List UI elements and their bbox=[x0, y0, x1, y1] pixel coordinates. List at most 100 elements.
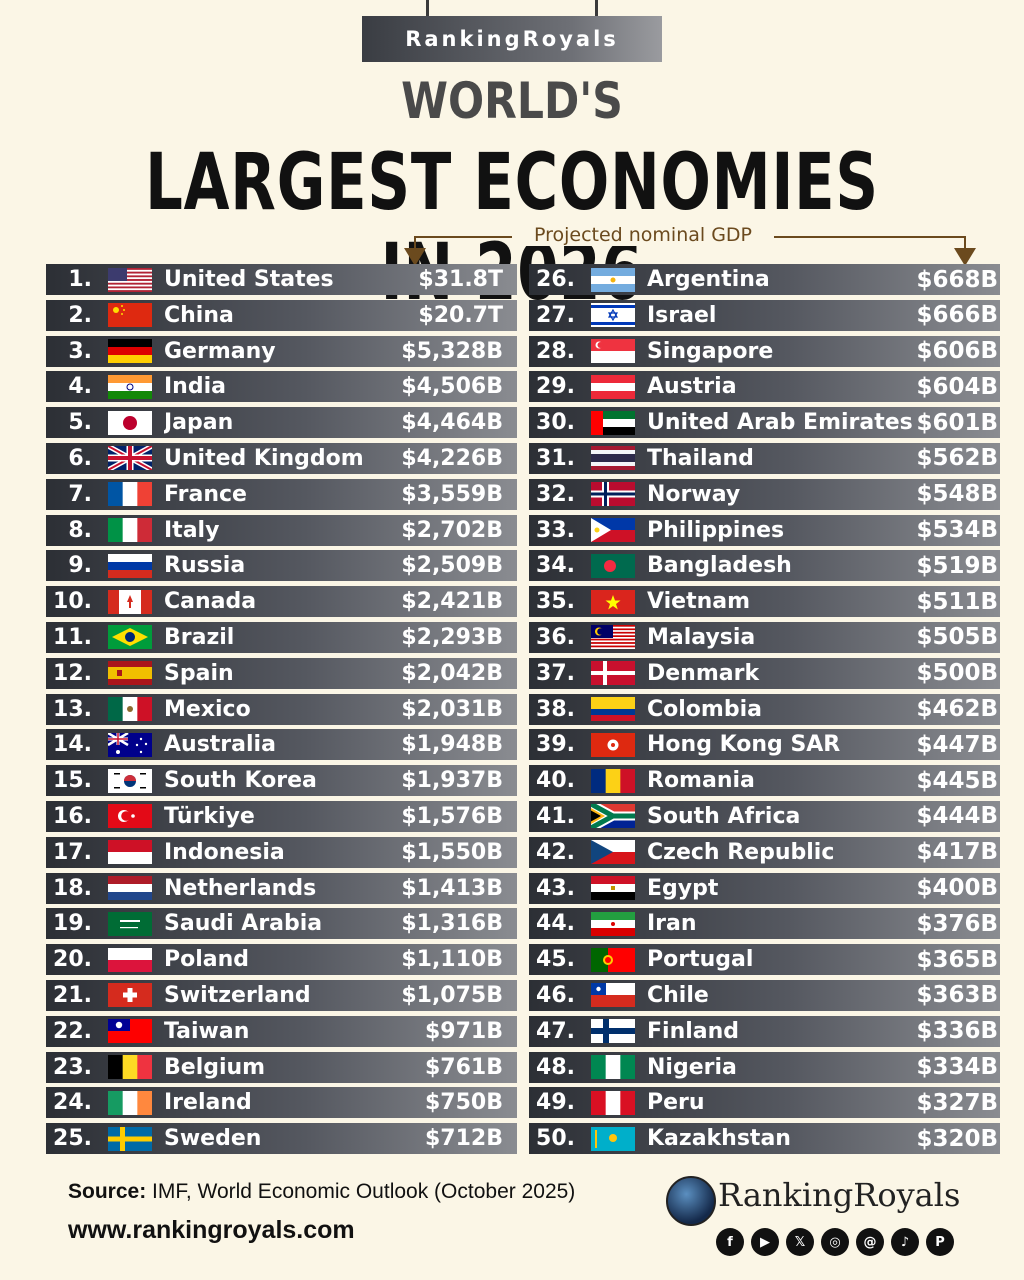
country-label: Canada bbox=[164, 589, 257, 615]
gdp-value: $601B bbox=[916, 409, 998, 436]
gdp-value: $712B bbox=[425, 1126, 503, 1152]
rank-label: 28. bbox=[536, 338, 575, 364]
brand-banner: RankingRoyals bbox=[362, 16, 662, 62]
table-row: 50. Kazakhstan $320B bbox=[529, 1123, 1000, 1155]
country-label: Nigeria bbox=[647, 1054, 737, 1080]
arrow-down-icon bbox=[954, 248, 976, 266]
gdp-value: $363B bbox=[916, 982, 998, 1009]
country-label: United Arab Emirates bbox=[647, 410, 913, 436]
gdp-value: $1,075B bbox=[401, 982, 503, 1008]
rank-label: 29. bbox=[536, 374, 575, 400]
rank-label: 42. bbox=[536, 839, 575, 865]
table-row: 42. Czech Republic $417B bbox=[529, 836, 1000, 868]
gdp-value: $376B bbox=[916, 910, 998, 937]
gdp-value: $668B bbox=[916, 266, 998, 293]
country-label: Indonesia bbox=[164, 839, 285, 865]
country-label: United States bbox=[164, 267, 334, 292]
website-link[interactable]: www.rankingroyals.com bbox=[68, 1216, 355, 1244]
country-label: Taiwan bbox=[164, 1018, 250, 1044]
country-label: Kazakhstan bbox=[647, 1126, 791, 1152]
table-row: 18. Netherlands $1,413B bbox=[46, 872, 517, 904]
country-label: Austria bbox=[647, 374, 737, 400]
table-row: 39. Hong Kong SAR $447B bbox=[529, 729, 1000, 761]
instagram-icon[interactable]: ◎ bbox=[821, 1228, 849, 1256]
rank-label: 14. bbox=[53, 732, 92, 758]
flag-se-icon bbox=[108, 1126, 152, 1151]
table-row: 41. South Africa $444B bbox=[529, 800, 1000, 832]
country-label: United Kingdom bbox=[164, 445, 364, 471]
ranking-column-left: 1. United States $31.8T 2. China $20.7T 3. Germ… bbox=[46, 264, 517, 1159]
gdp-value: $2,293B bbox=[401, 624, 503, 650]
country-label: Vietnam bbox=[647, 589, 751, 615]
gdp-value: $2,421B bbox=[401, 589, 503, 615]
gdp-value: $2,042B bbox=[401, 660, 503, 686]
rank-label: 24. bbox=[53, 1090, 92, 1116]
rank-label: 35. bbox=[536, 589, 575, 615]
facebook-icon[interactable]: f bbox=[716, 1228, 744, 1256]
bracket-line-left bbox=[414, 236, 514, 238]
rank-label: 26. bbox=[536, 267, 575, 292]
country-label: Brazil bbox=[164, 624, 235, 650]
gdp-value: $1,550B bbox=[401, 839, 503, 865]
flag-in-icon bbox=[108, 374, 152, 399]
rank-label: 15. bbox=[53, 768, 92, 794]
table-row: 2. China $20.7T bbox=[46, 299, 517, 331]
x-icon[interactable]: 𝕏 bbox=[786, 1228, 814, 1256]
flag-ch-icon bbox=[108, 983, 152, 1008]
ranking-column-right: 26. Argentina $668B 27. Israel $666B 28. Singap… bbox=[529, 264, 1000, 1159]
rank-label: 2. bbox=[68, 302, 92, 328]
flag-vn-icon bbox=[591, 589, 635, 614]
flag-tr-icon bbox=[108, 804, 152, 829]
rank-label: 47. bbox=[536, 1018, 575, 1044]
youtube-icon[interactable]: ▶ bbox=[751, 1228, 779, 1256]
flag-ae-icon bbox=[591, 410, 635, 435]
rank-label: 43. bbox=[536, 875, 575, 901]
country-label: Japan bbox=[164, 410, 234, 436]
country-label: Bangladesh bbox=[647, 553, 792, 579]
gdp-value: $1,937B bbox=[401, 768, 503, 794]
country-label: Italy bbox=[164, 517, 220, 543]
flag-sg-icon bbox=[591, 339, 635, 364]
title-line-1: WORLD'S bbox=[401, 72, 623, 130]
rank-label: 13. bbox=[53, 696, 92, 722]
rank-label: 22. bbox=[53, 1018, 92, 1044]
table-row: 12. Spain $2,042B bbox=[46, 657, 517, 689]
rank-label: 6. bbox=[68, 445, 92, 471]
table-row: 30. United Arab Emirates $601B bbox=[529, 407, 1000, 439]
flag-fi-icon bbox=[591, 1019, 635, 1044]
table-row: 49. Peru $327B bbox=[529, 1087, 1000, 1119]
table-row: 10. Canada $2,421B bbox=[46, 586, 517, 618]
country-label: Romania bbox=[647, 768, 755, 794]
rank-label: 23. bbox=[53, 1054, 92, 1080]
table-row: 6. United Kingdom $4,226B bbox=[46, 442, 517, 474]
flag-mx-icon bbox=[108, 697, 152, 722]
flag-nl-icon bbox=[108, 876, 152, 901]
country-label: Finland bbox=[647, 1018, 740, 1044]
logo-text: RankingRoyals bbox=[718, 1176, 961, 1214]
flag-jp-icon bbox=[108, 410, 152, 435]
rank-label: 50. bbox=[536, 1126, 575, 1152]
tiktok-icon[interactable]: ♪ bbox=[891, 1228, 919, 1256]
rank-label: 31. bbox=[536, 445, 575, 471]
rank-label: 7. bbox=[68, 481, 92, 507]
flag-kz-icon bbox=[591, 1126, 635, 1151]
threads-icon[interactable]: @ bbox=[856, 1228, 884, 1256]
table-row: 22. Taiwan $971B bbox=[46, 1015, 517, 1047]
country-label: Saudi Arabia bbox=[164, 911, 323, 937]
rank-label: 10. bbox=[53, 589, 92, 615]
gdp-value: $417B bbox=[916, 839, 998, 866]
source-label: Source: bbox=[68, 1180, 147, 1203]
country-label: Spain bbox=[164, 660, 234, 686]
country-label: Switzerland bbox=[164, 982, 311, 1008]
rank-label: 34. bbox=[536, 553, 575, 579]
table-row: 36. Malaysia $505B bbox=[529, 621, 1000, 653]
country-label: Poland bbox=[164, 947, 250, 973]
gdp-value: $750B bbox=[425, 1090, 503, 1116]
flag-dk-icon bbox=[591, 661, 635, 686]
flag-eg-icon bbox=[591, 876, 635, 901]
gdp-value: $4,226B bbox=[401, 445, 503, 471]
table-row: 31. Thailand $562B bbox=[529, 442, 1000, 474]
pinterest-icon[interactable]: P bbox=[926, 1228, 954, 1256]
flag-no-icon bbox=[591, 482, 635, 507]
flag-my-icon bbox=[591, 625, 635, 650]
